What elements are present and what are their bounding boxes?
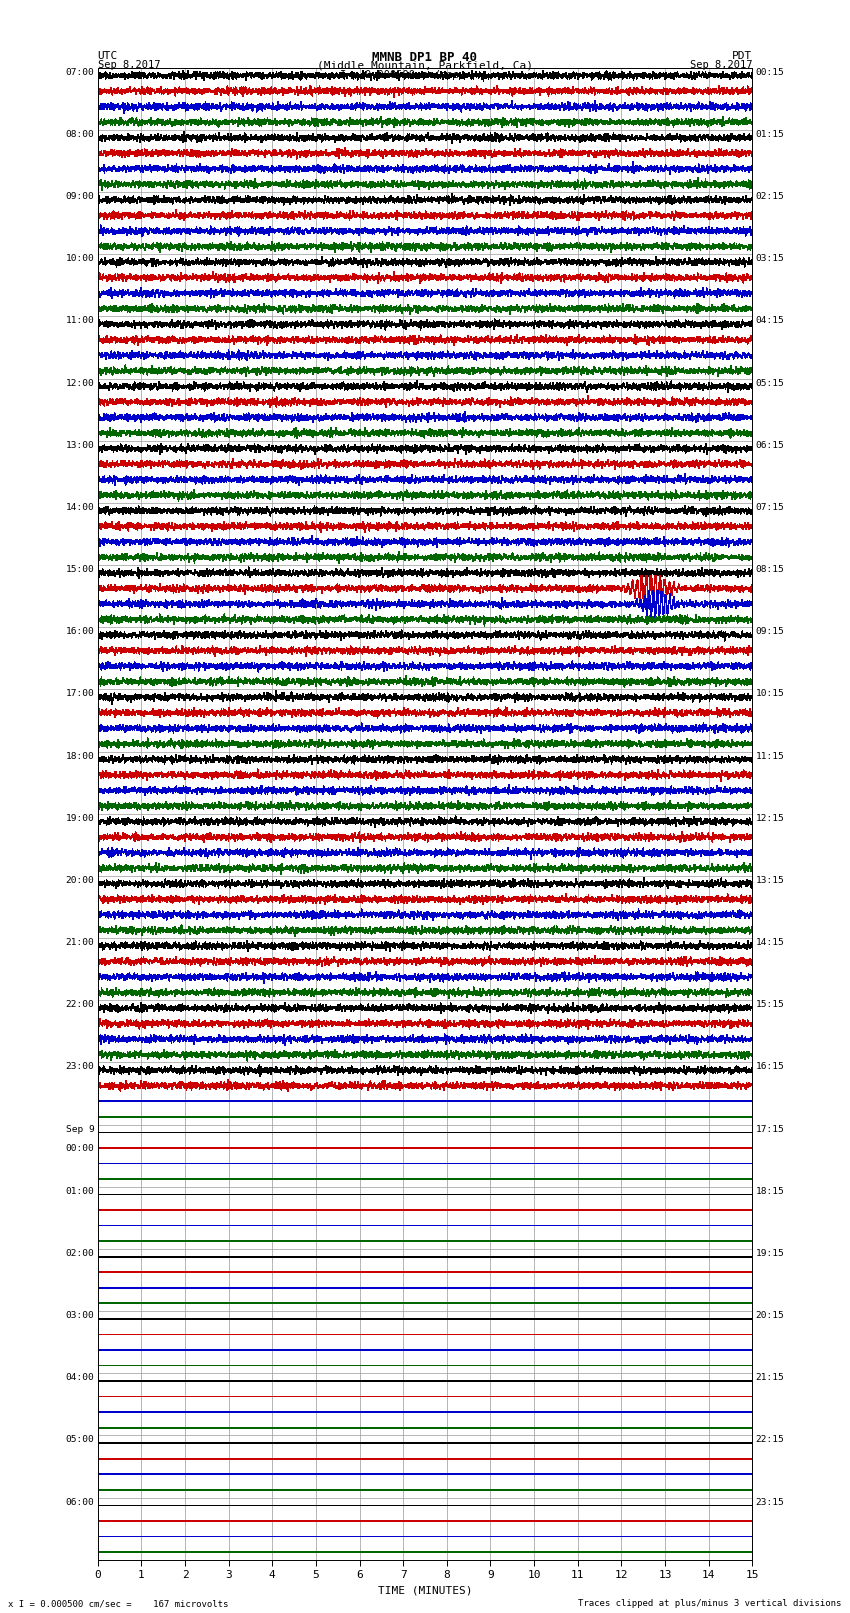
Text: 13:15: 13:15 [756,876,785,886]
Text: PDT: PDT [732,50,752,61]
Text: 10:15: 10:15 [756,689,785,698]
Text: 18:15: 18:15 [756,1187,785,1195]
Text: 22:00: 22:00 [65,1000,94,1010]
X-axis label: TIME (MINUTES): TIME (MINUTES) [377,1586,473,1595]
Text: 08:00: 08:00 [65,131,94,139]
Text: 04:15: 04:15 [756,316,785,326]
Text: 02:00: 02:00 [65,1248,94,1258]
Text: 17:00: 17:00 [65,689,94,698]
Text: 03:00: 03:00 [65,1311,94,1319]
Text: 06:15: 06:15 [756,440,785,450]
Text: 09:15: 09:15 [756,627,785,636]
Text: Sep 8,2017: Sep 8,2017 [689,60,752,71]
Text: I = 0.000500 cm/sec: I = 0.000500 cm/sec [340,71,459,81]
Text: x I = 0.000500 cm/sec =    167 microvolts: x I = 0.000500 cm/sec = 167 microvolts [8,1598,229,1608]
Text: 01:00: 01:00 [65,1187,94,1195]
Text: 23:00: 23:00 [65,1063,94,1071]
Text: 19:00: 19:00 [65,815,94,823]
Text: 16:00: 16:00 [65,627,94,636]
Text: 00:15: 00:15 [756,68,785,77]
Text: 15:00: 15:00 [65,565,94,574]
Text: 09:00: 09:00 [65,192,94,202]
Text: 18:00: 18:00 [65,752,94,761]
Text: 07:15: 07:15 [756,503,785,511]
Text: 07:00: 07:00 [65,68,94,77]
Text: 12:00: 12:00 [65,379,94,387]
Text: 20:15: 20:15 [756,1311,785,1319]
Text: 03:15: 03:15 [756,255,785,263]
Text: 05:00: 05:00 [65,1436,94,1444]
Text: 21:00: 21:00 [65,939,94,947]
Text: Sep 8,2017: Sep 8,2017 [98,60,161,71]
Text: 16:15: 16:15 [756,1063,785,1071]
Text: 20:00: 20:00 [65,876,94,886]
Text: 23:15: 23:15 [756,1497,785,1507]
Text: (Middle Mountain, Parkfield, Ca): (Middle Mountain, Parkfield, Ca) [317,60,533,71]
Text: UTC: UTC [98,50,118,61]
Text: 17:15: 17:15 [756,1124,785,1134]
Text: Traces clipped at plus/minus 3 vertical divisions: Traces clipped at plus/minus 3 vertical … [578,1598,842,1608]
Text: 19:15: 19:15 [756,1248,785,1258]
Text: 08:15: 08:15 [756,565,785,574]
Text: 14:15: 14:15 [756,939,785,947]
Text: 13:00: 13:00 [65,440,94,450]
Text: 11:00: 11:00 [65,316,94,326]
Text: 11:15: 11:15 [756,752,785,761]
Text: 02:15: 02:15 [756,192,785,202]
Text: MMNB DP1 BP 40: MMNB DP1 BP 40 [372,50,478,65]
Text: 05:15: 05:15 [756,379,785,387]
Text: 04:00: 04:00 [65,1373,94,1382]
Text: Sep 9: Sep 9 [65,1124,94,1134]
Text: 10:00: 10:00 [65,255,94,263]
Text: 01:15: 01:15 [756,131,785,139]
Text: 21:15: 21:15 [756,1373,785,1382]
Text: 14:00: 14:00 [65,503,94,511]
Text: 15:15: 15:15 [756,1000,785,1010]
Text: 00:00: 00:00 [65,1144,94,1153]
Text: 06:00: 06:00 [65,1497,94,1507]
Text: 22:15: 22:15 [756,1436,785,1444]
Text: 12:15: 12:15 [756,815,785,823]
